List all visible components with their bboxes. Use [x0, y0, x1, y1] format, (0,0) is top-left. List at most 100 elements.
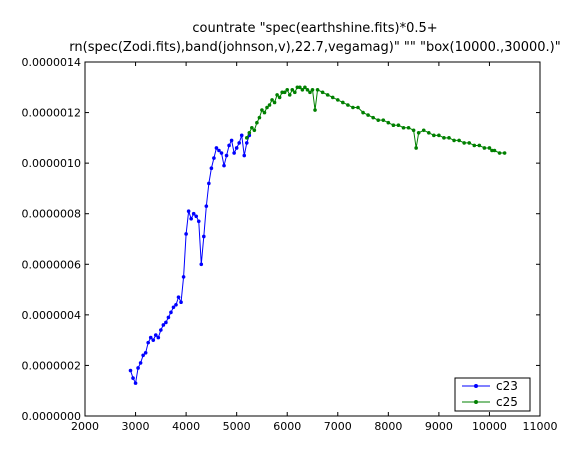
series-c23	[128, 133, 252, 385]
axes-layer: 2000 3000 4000 5000 6000 7000 8000 9000 10000 110…	[22, 56, 558, 433]
data-point	[184, 232, 188, 236]
data-point	[462, 141, 466, 145]
data-point	[156, 335, 161, 340]
data-point	[224, 153, 229, 158]
y-tick-label: 0.0000012	[22, 107, 82, 120]
data-point	[287, 93, 292, 97]
data-point	[272, 100, 277, 105]
x-tick-label: 5000	[223, 420, 251, 433]
data-point	[335, 98, 340, 102]
data-point	[502, 151, 507, 155]
data-point	[265, 105, 269, 110]
data-point	[270, 98, 274, 102]
data-point	[176, 295, 181, 299]
data-point	[457, 138, 461, 143]
data-point	[490, 148, 494, 153]
data-point	[207, 181, 211, 186]
data-point	[189, 216, 193, 221]
series-line-c23	[130, 134, 250, 384]
data-point	[361, 110, 365, 115]
data-point	[376, 118, 381, 122]
data-point	[128, 368, 133, 373]
data-point	[131, 376, 135, 380]
legend-c23-marker	[474, 384, 478, 388]
data-point	[186, 209, 191, 213]
data-point	[214, 146, 219, 150]
data-point	[293, 90, 297, 95]
data-point	[482, 146, 487, 150]
x-tick-label: 8000	[374, 420, 402, 433]
data-point	[295, 85, 300, 90]
data-point	[159, 328, 163, 332]
data-point	[277, 95, 282, 100]
y-tick-label: 0.0000002	[22, 359, 82, 372]
data-point	[406, 125, 411, 130]
data-point	[262, 110, 267, 115]
data-point	[169, 310, 173, 315]
data-point	[300, 88, 305, 92]
data-point	[401, 125, 406, 130]
data-point	[196, 219, 201, 224]
data-point	[171, 305, 176, 310]
data-point	[239, 133, 244, 138]
data-point	[351, 105, 355, 110]
chart-title-line-2: rn(spec(Zodi.fits),band(johnson,v),22.7,…	[69, 40, 560, 55]
data-point	[371, 115, 375, 120]
data-point	[151, 338, 156, 342]
data-point	[320, 90, 325, 95]
chart-title-line-1: countrate "spec(earthshine.fits)*0.5+	[192, 21, 437, 36]
x-tick-label: 3000	[122, 420, 150, 433]
data-point	[181, 275, 186, 279]
data-point	[202, 234, 206, 239]
data-point	[250, 125, 254, 130]
data-point	[229, 138, 234, 143]
data-point	[346, 103, 350, 107]
data-point	[290, 88, 295, 92]
data-point	[174, 302, 178, 307]
data-point	[285, 88, 290, 92]
data-point	[366, 113, 370, 117]
y-tick-label: 0.0000004	[22, 309, 82, 322]
data-point	[232, 151, 236, 155]
data-point	[247, 131, 252, 135]
data-point	[133, 381, 138, 385]
y-tick-label: 0.0000000	[22, 410, 82, 423]
x-tick-label: 2000	[71, 420, 99, 433]
data-point	[330, 95, 335, 100]
data-point	[179, 300, 183, 305]
x-tick-label: 9000	[425, 420, 453, 433]
data-point	[209, 166, 214, 170]
legend-c23-label: c23	[496, 379, 518, 393]
data-point	[267, 103, 272, 107]
x-tick-label: 4000	[172, 420, 200, 433]
data-point	[396, 123, 401, 128]
series-layer	[128, 85, 507, 385]
y-tick-label: 0.0000014	[22, 56, 82, 69]
data-point	[255, 120, 259, 125]
data-point	[244, 136, 249, 140]
data-point	[497, 151, 502, 155]
data-point	[143, 350, 148, 355]
x-tick-label: 7000	[324, 420, 352, 433]
data-point	[234, 146, 239, 150]
data-point	[161, 323, 166, 327]
data-point	[282, 90, 287, 95]
data-point	[252, 128, 257, 133]
data-point	[199, 262, 204, 267]
data-point	[411, 128, 416, 133]
data-point	[426, 131, 431, 135]
y-tick-label: 0.0000010	[22, 157, 82, 170]
data-point	[194, 214, 199, 219]
x-tick-label: 11000	[523, 420, 558, 433]
data-point	[477, 143, 482, 148]
data-point	[153, 333, 158, 337]
data-point	[386, 120, 391, 125]
data-point	[242, 153, 247, 158]
data-point	[492, 148, 497, 153]
data-point	[315, 88, 320, 92]
data-point	[305, 88, 310, 92]
data-point	[141, 353, 145, 358]
data-point	[313, 108, 317, 112]
data-point	[222, 163, 226, 168]
